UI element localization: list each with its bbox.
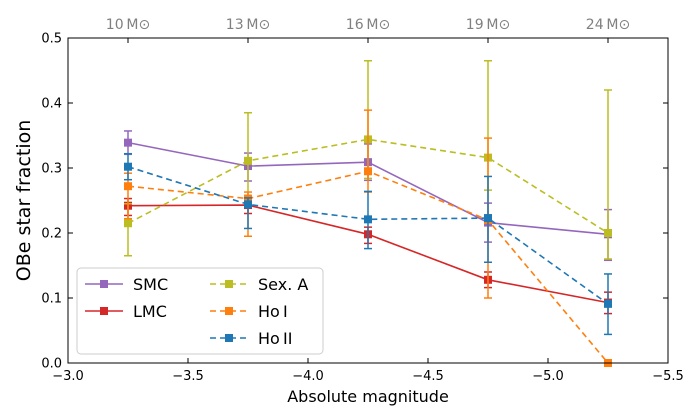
x-axis-label: Absolute magnitude <box>287 387 449 406</box>
legend-label: Ho I <box>258 302 288 321</box>
data-point <box>124 138 132 147</box>
series-line <box>127 165 609 305</box>
top-tick-label: 19 M⊙ <box>466 17 510 33</box>
y-tick-label: 0.2 <box>41 227 62 242</box>
legend-box <box>76 267 324 355</box>
y-tick-label: 0.0 <box>41 357 62 372</box>
legend-marker <box>100 280 108 288</box>
x-tick-label: −5.5 <box>652 369 684 384</box>
legend-label: LMC <box>133 302 167 321</box>
data-point <box>124 182 132 191</box>
series-5 <box>124 152 612 336</box>
y-tick-label: 0.1 <box>41 292 62 307</box>
y-tick-label: 0.3 <box>41 162 62 177</box>
data-point <box>244 156 252 165</box>
series-line <box>127 138 609 234</box>
axes: −3.0 −3.5 −4.0 −4.5 −5.0 −5.5 10 M⊙ 13 M⊙ 16 M⊙ 1… <box>41 17 683 384</box>
legend-entry-3: Sex. A <box>210 275 308 294</box>
legend-marker <box>225 280 233 288</box>
top-tick-label: 10 M⊙ <box>106 17 150 33</box>
legend-label: SMC <box>133 275 168 294</box>
legend-entry-1: SMC <box>85 275 168 294</box>
x-tick-label: −3.0 <box>52 369 84 384</box>
data-point <box>364 215 372 224</box>
data-point <box>364 167 372 176</box>
plot-area <box>124 60 612 367</box>
legend-marker <box>225 334 233 342</box>
data-point <box>244 200 252 209</box>
x-tick-label: −4.5 <box>412 369 444 384</box>
legend-label: Sex. A <box>258 275 308 294</box>
legend-entry-5: Ho II <box>210 329 292 348</box>
data-point <box>484 214 492 223</box>
legend-label: Ho II <box>258 329 292 348</box>
legend-marker <box>225 307 233 315</box>
legend-entry-2: LMC <box>85 302 167 321</box>
legend-entry-4: Ho I <box>210 302 288 321</box>
y-axis-label: OBe star fraction <box>13 120 35 282</box>
top-tick-label: 24 M⊙ <box>586 17 630 33</box>
y-tick-label: 0.5 <box>41 32 62 47</box>
legend-marker <box>100 307 108 315</box>
data-point <box>124 219 132 228</box>
x-tick-label: −3.5 <box>172 369 204 384</box>
data-point <box>604 299 612 308</box>
y-tick-label: 0.4 <box>41 97 62 112</box>
top-tick-label: 16 M⊙ <box>346 17 390 33</box>
legend: SMC LMC Sex. A Ho I Ho II <box>76 267 324 355</box>
data-point <box>124 162 132 171</box>
top-tick-label: 13 M⊙ <box>226 17 270 33</box>
x-tick-label: −4.0 <box>292 369 324 384</box>
data-point <box>604 229 612 237</box>
x-tick-label: −5.0 <box>532 369 564 384</box>
